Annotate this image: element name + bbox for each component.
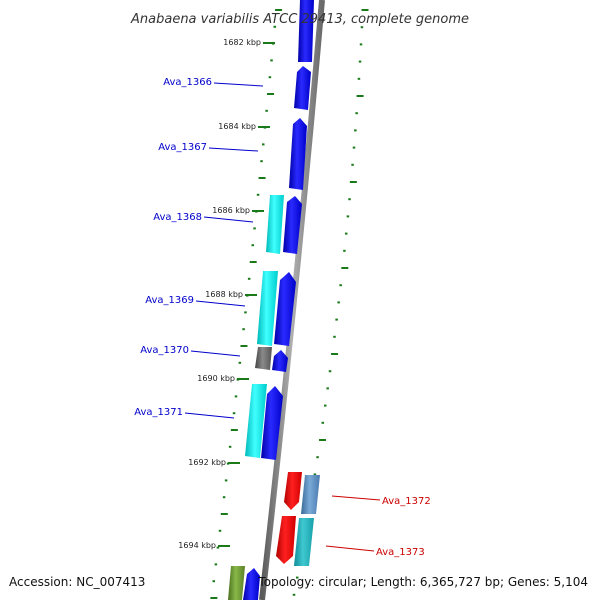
gene-arrow-ava-1369-fwd (274, 272, 296, 346)
gene-labels: Ava_1366 Ava_1367 Ava_1368 Ava_1369 Ava_… (134, 77, 431, 558)
gene-leader-line (208, 147, 259, 152)
gene-leader-line (190, 350, 241, 357)
gene-leader-line (184, 412, 235, 419)
gene-arrow-ava-1366 (294, 66, 311, 110)
kbp-label-1692: 1692 kbp (188, 458, 226, 467)
gene-label-ava-1367[interactable]: Ava_1367 (158, 142, 207, 153)
genome-title: Anabaena variabilis ATCC 29413, complete… (130, 12, 469, 27)
gene-arrow-ava-1372 (284, 472, 302, 510)
gene-block-ava-1369 (257, 271, 278, 346)
gene-arrow-ava-1371-fwd (261, 386, 283, 460)
gene-label-ava-1372[interactable]: Ava_1372 (382, 496, 431, 507)
gene-arrow-ava-1370-fwd (272, 350, 288, 372)
gene-features (228, 0, 320, 600)
kbp-label-1684: 1684 kbp (218, 122, 256, 131)
kbp-label-1686: 1686 kbp (212, 206, 250, 215)
gene-label-ava-1368[interactable]: Ava_1368 (153, 212, 202, 223)
gene-label-ava-1373[interactable]: Ava_1373 (376, 547, 425, 558)
kbp-label-1690: 1690 kbp (197, 374, 235, 383)
gene-label-ava-1371[interactable]: Ava_1371 (134, 407, 183, 418)
gene-block-ava-1370 (255, 347, 272, 370)
gene-arrow-ava-1373 (276, 516, 296, 564)
gene-leader-line (325, 545, 375, 552)
gene-arrow-ava-1375 (243, 568, 260, 600)
gene-label-ava-1369[interactable]: Ava_1369 (145, 295, 194, 306)
gene-label-ava-1370[interactable]: Ava_1370 (140, 345, 189, 356)
gene-block-ava-1371 (245, 384, 267, 458)
gene-leader-line (203, 216, 254, 223)
gene-arrow-ava-1368-fwd (283, 196, 302, 254)
outer-tick-marks (292, 9, 369, 596)
kbp-tick-labels: 1682 kbp 1684 kbp 1686 kbp 1688 kbp 1690… (178, 38, 275, 550)
gene-block-ava-1368 (266, 195, 284, 254)
gene-leader-line (195, 300, 246, 307)
gene-arrow-ava-1365 (298, 0, 314, 62)
accession-text: Accession: NC_007413 (9, 575, 145, 589)
gene-block-ava-1373 (294, 518, 314, 566)
kbp-label-1694: 1694 kbp (178, 541, 216, 550)
gene-label-ava-1366[interactable]: Ava_1366 (163, 77, 212, 88)
gene-block-ava-1374 (228, 566, 245, 600)
topology-text: Topology: circular; Length: 6,365,727 bp… (257, 575, 588, 589)
kbp-label-1688: 1688 kbp (205, 290, 243, 299)
gene-arrow-ava-1367 (289, 118, 307, 190)
kbp-label-1682: 1682 kbp (223, 38, 261, 47)
gene-leader-line (331, 495, 381, 501)
gene-leader-line (213, 82, 264, 87)
gene-block-ava-1372 (301, 475, 320, 514)
